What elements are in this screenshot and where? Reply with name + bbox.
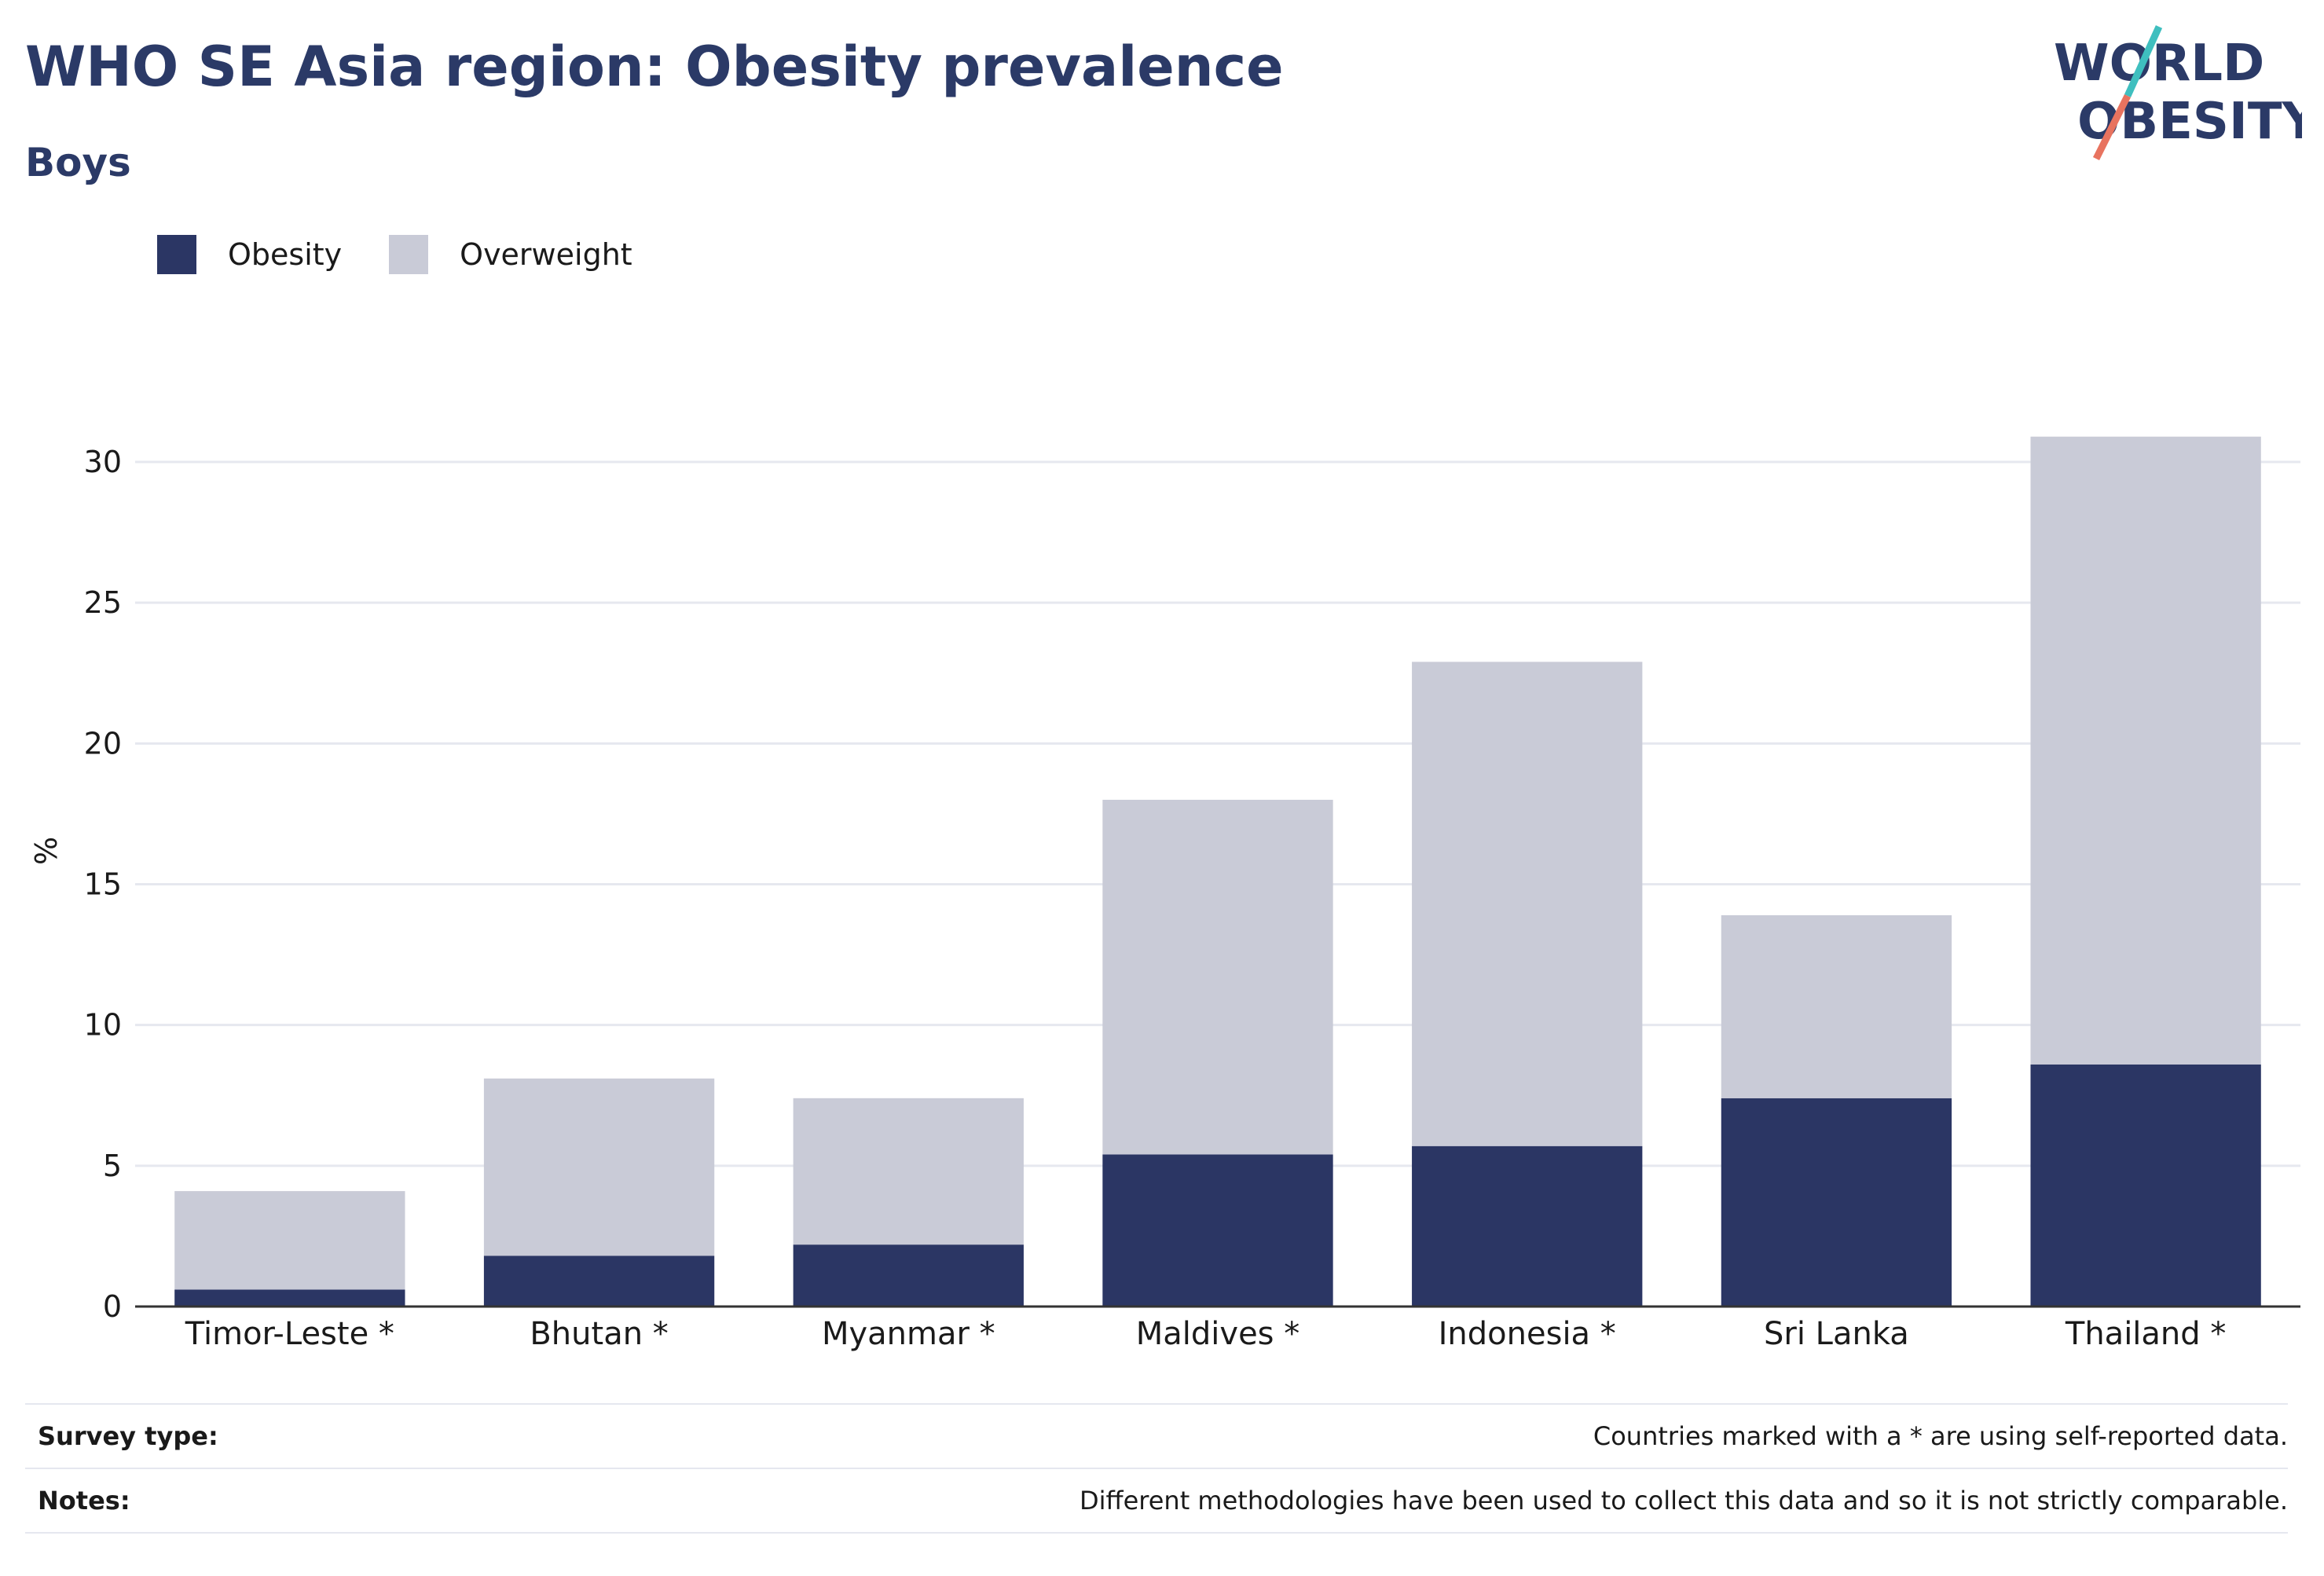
- bar-overweight-5: [1721, 914, 1952, 1098]
- bar-obesity-0: [174, 1289, 405, 1307]
- y-tick-label: 0: [103, 1289, 122, 1324]
- legend-swatch-overweight: [389, 235, 429, 274]
- bar-obesity-6: [2030, 1064, 2261, 1307]
- legend-label-overweight: Overweight: [460, 237, 632, 272]
- bar-obesity-2: [793, 1244, 1024, 1307]
- bar-obesity-5: [1721, 1098, 1952, 1307]
- y-tick-label: 5: [103, 1149, 122, 1183]
- chart-title: WHO SE Asia region: Obesity prevalence: [25, 35, 1284, 99]
- x-tick-label: Indonesia *: [1439, 1316, 1616, 1352]
- y-tick-labels: 0 5 10 15 20 25 30: [84, 445, 122, 1324]
- chart-subtitle: Boys: [25, 140, 131, 185]
- y-tick-label: 10: [84, 1008, 122, 1043]
- bar-overweight-1: [483, 1078, 715, 1256]
- notes-label: Notes:: [38, 1486, 130, 1516]
- stacked-bar-chart: 0 5 10 15 20 25 30 Timor-Leste * Bhutan * Myanma…: [29, 436, 2300, 1352]
- bar-obesity-3: [1102, 1154, 1333, 1307]
- legend-label-obesity: Obesity: [228, 237, 343, 272]
- y-tick-label: 15: [84, 867, 122, 902]
- legend-swatch-obesity: [157, 235, 196, 274]
- bar-overweight-0: [174, 1191, 405, 1290]
- footer-divider: [25, 1532, 2288, 1534]
- survey-type-label: Survey type:: [38, 1421, 218, 1451]
- bar-overweight-6: [2030, 436, 2261, 1065]
- bar-obesity-4: [1412, 1145, 1643, 1307]
- bar-overweight-4: [1412, 662, 1643, 1146]
- logo-slash-teal: [2124, 25, 2163, 97]
- x-tick-label: Bhutan *: [530, 1316, 668, 1352]
- y-tick-label: 30: [84, 445, 122, 479]
- x-tick-label: Timor-Leste *: [185, 1316, 394, 1352]
- bar-overweight-2: [793, 1098, 1024, 1245]
- footer-notes-row: Notes: Different methodologies have been…: [25, 1468, 2288, 1532]
- bar-overweight-3: [1102, 800, 1333, 1155]
- y-axis-label: %: [29, 837, 64, 865]
- logo-word-world: WORLD: [2054, 35, 2264, 93]
- y-tick-label: 25: [84, 585, 122, 620]
- notes-value: Different methodologies have been used t…: [1080, 1486, 2288, 1516]
- x-tick-label: Sri Lanka: [1764, 1316, 1909, 1352]
- x-tick-label: Thailand *: [2065, 1316, 2227, 1352]
- x-tick-labels: Timor-Leste * Bhutan * Myanmar * Maldives *…: [185, 1316, 2227, 1352]
- chart-legend: Obesity Overweight: [157, 234, 680, 275]
- bar-obesity-1: [483, 1255, 715, 1307]
- x-tick-label: Myanmar *: [822, 1316, 995, 1352]
- logo-slash-coral: [2092, 93, 2132, 161]
- x-tick-label: Maldives *: [1136, 1316, 1299, 1352]
- world-obesity-logo: WORLD OBESITY: [2054, 25, 2302, 161]
- bars: [174, 436, 2261, 1307]
- y-tick-label: 20: [84, 726, 122, 761]
- survey-type-value: Countries marked with a * are using self…: [1593, 1421, 2288, 1451]
- footer-survey-type-row: Survey type: Countries marked with a * a…: [25, 1403, 2288, 1468]
